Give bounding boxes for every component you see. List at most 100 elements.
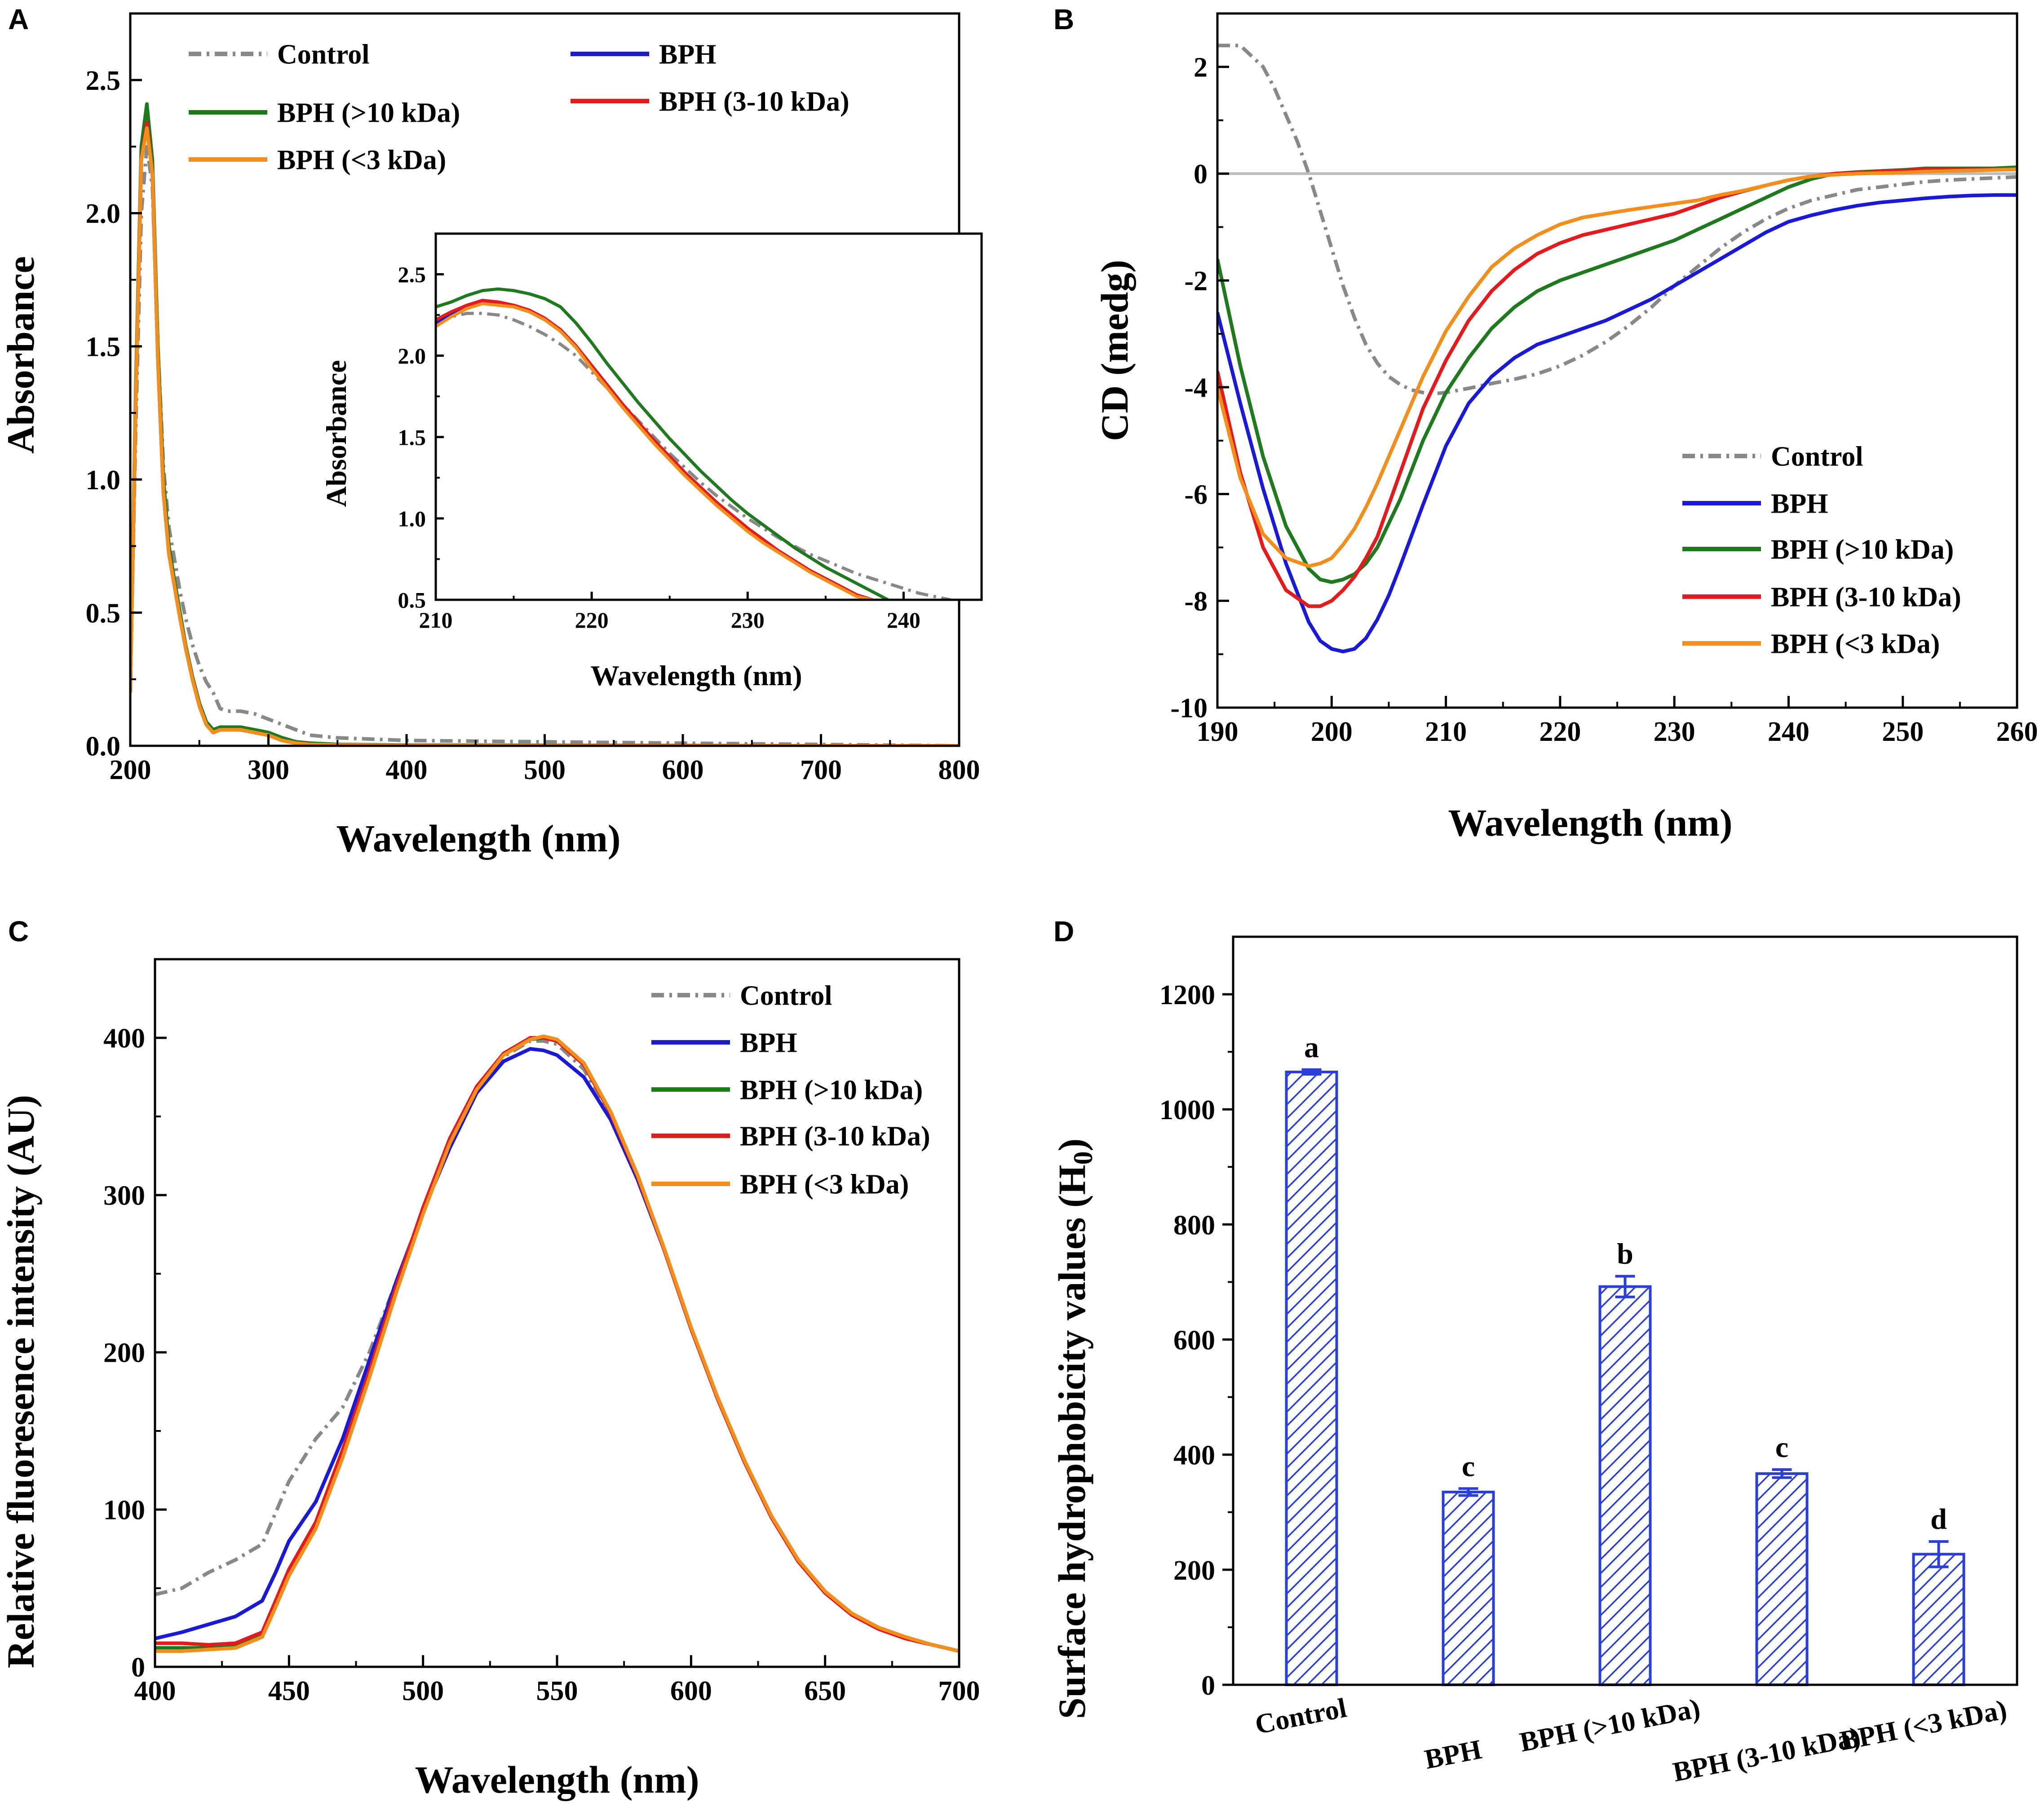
panel-b-y-tick-label: -2 bbox=[1184, 266, 1208, 297]
panel-d-y-tick-label: 200 bbox=[1173, 1555, 1215, 1586]
panel-a-x-tick-label: 300 bbox=[248, 755, 289, 785]
panel-c-legend: Control BPH BPH (>10 kDa) BPH (3-10 kDa) BPH… bbox=[651, 981, 930, 1200]
panel-c-y-tick-label: 100 bbox=[103, 1495, 145, 1526]
panel-a-inset-line-control bbox=[436, 312, 951, 600]
panel-c-x-tick-label: 600 bbox=[670, 1676, 712, 1706]
panel-b-legend-label-bph: BPH bbox=[1771, 489, 1828, 519]
panel-c-y-tick-label: 400 bbox=[103, 1023, 145, 1054]
panel-a-y-tick-label: 0.5 bbox=[86, 598, 121, 629]
panel-b-y-tick-label: -6 bbox=[1184, 479, 1208, 510]
panel-a-x-ticks: 200 300 400 500 600 700 800 bbox=[110, 734, 980, 785]
panel-a-inset-line-bph-10-kda bbox=[436, 287, 889, 600]
panel-d-bar-bph bbox=[1442, 1490, 1495, 1687]
panel-c-legend-label-bph-10-kda: BPH (>10 kDa) bbox=[740, 1075, 923, 1106]
panel-a-inset-y-tick-label: 2.0 bbox=[398, 343, 426, 368]
panel-c-y-tick-label: 0 bbox=[131, 1652, 145, 1683]
panel-a-inset-y-tick-label: 0.5 bbox=[398, 588, 426, 613]
panel-a-legend: Control BPH (>10 kDa) BPH (<3 kDa) BPH BPH (… bbox=[189, 40, 849, 176]
panel-c-legend-label-control: Control bbox=[740, 981, 832, 1011]
panel-b-line-control bbox=[1217, 44, 2017, 396]
panel-b-x-tick-label: 240 bbox=[1768, 717, 1810, 747]
panel-b-x-tick-label: 260 bbox=[1996, 717, 2038, 747]
panel-d-bar-bph-3-10-kda bbox=[1755, 1472, 1809, 1687]
panel-a-x-tick-label: 200 bbox=[110, 755, 151, 785]
panel-a-legend-label-bph-10-kda: BPH (>10 kDa) bbox=[277, 98, 460, 128]
panel-b-x-tick-label: 190 bbox=[1197, 717, 1239, 747]
panel-c-x-axis-label: Wavelength (nm) bbox=[415, 1758, 699, 1801]
panel-b-x-axis-label: Wavelength (nm) bbox=[1448, 801, 1732, 844]
panel-a-legend-label-control: Control bbox=[277, 40, 370, 70]
panel-b-y-tick-label: 0 bbox=[1194, 159, 1208, 190]
panel-a-inset-x-ticks: 210 220 230 240 bbox=[419, 592, 920, 633]
panel-b-y-tick-label: -8 bbox=[1184, 586, 1208, 617]
panel-b-x-tick-label: 200 bbox=[1311, 717, 1353, 747]
panel-a-inset-x-tick-label: 220 bbox=[575, 607, 609, 633]
panel-a-y-tick-label: 1.0 bbox=[86, 465, 121, 496]
panel-d-y-axis-label-close: ) bbox=[1050, 1138, 1093, 1152]
panel-b-legend-label-bph-3-kda: BPH (<3 kDa) bbox=[1771, 629, 1940, 660]
panel-d-y-tick-label: 1200 bbox=[1159, 980, 1215, 1010]
panel-a-y-ticks: 0.0 0.5 1.0 1.5 2.0 2.5 bbox=[86, 66, 142, 762]
panel-a-x-tick-label: 400 bbox=[386, 755, 428, 785]
panel-c-series-lines bbox=[155, 1034, 959, 1653]
panel-d-bar-bph-3-kda bbox=[1912, 1553, 1965, 1686]
panel-d-y-axis-label-main: Surface hydrophobicity values (H bbox=[1050, 1165, 1093, 1719]
panel-a-inset-series-lines bbox=[436, 287, 951, 600]
panel-c-y-tick-label: 200 bbox=[103, 1338, 145, 1369]
panel-b-cd-chart: 190 200 210 220 230 240 250 260 -10 -8 -6 -4 -2 0 2 W… bbox=[1093, 12, 2038, 844]
panel-a-legend-label-bph-3-10-kda: BPH (3-10 kDa) bbox=[659, 87, 849, 117]
panel-b-series-lines bbox=[1217, 44, 2017, 654]
panel-a-inset-background bbox=[436, 234, 982, 600]
panel-b-line-bph-3-kda bbox=[1217, 168, 2017, 568]
panel-c-x-tick-label: 700 bbox=[938, 1676, 980, 1706]
panel-a-inset-y-tick-label: 1.5 bbox=[398, 425, 426, 450]
panel-a-inset-x-tick-label: 210 bbox=[419, 607, 453, 633]
panel-c-y-tick-label: 300 bbox=[103, 1181, 145, 1211]
panel-c-x-ticks: 400 450 500 550 600 650 700 bbox=[134, 1655, 980, 1706]
panel-b-x-tick-label: 220 bbox=[1539, 717, 1581, 747]
panel-label-a: A bbox=[8, 3, 29, 35]
panel-d-plot-frame bbox=[1232, 935, 2018, 1686]
panel-b-legend-label-control: Control bbox=[1771, 442, 1863, 472]
panel-a-inset-x-tick-label: 240 bbox=[887, 607, 920, 633]
panel-a-inset-x-tick-label: 230 bbox=[731, 607, 765, 633]
panel-c-x-tick-label: 450 bbox=[268, 1676, 310, 1706]
panel-a-inset-plot-frame bbox=[434, 232, 983, 601]
panel-b-y-axis-label: CD (medg) bbox=[1093, 260, 1136, 441]
panel-d-y-tick-label: 600 bbox=[1173, 1325, 1215, 1356]
panel-b-line-bph-10-kda bbox=[1217, 165, 2017, 584]
panel-d-category-label-bph-3-10-kda: BPH (3-10 kDa) bbox=[1670, 1722, 1863, 1788]
panel-d-y-axis-label: Surface hydrophobicity values (H0) bbox=[1050, 1138, 1098, 1719]
panel-a-x-axis-label: Wavelength (nm) bbox=[336, 817, 620, 860]
panel-d-significance-letter: c bbox=[1775, 1431, 1788, 1464]
panel-a-inset-y-ticks: 0.5 1.0 1.5 2.0 2.5 bbox=[398, 262, 444, 613]
panel-label-d: D bbox=[1053, 915, 1074, 948]
panel-a-inset-chart: 210 220 230 240 0.5 1.0 1.5 2.0 2.5 Wavelength … bbox=[320, 232, 983, 691]
panel-a-x-tick-label: 800 bbox=[938, 755, 980, 785]
panel-d-significance-letter: c bbox=[1462, 1450, 1475, 1483]
panel-c-x-tick-label: 400 bbox=[134, 1676, 176, 1706]
panel-label-b: B bbox=[1053, 3, 1074, 35]
panel-c-fluorescence-chart: 400 450 500 550 600 650 700 0 100 200 300 400 Wave… bbox=[0, 958, 980, 1801]
panel-c-plot-frame bbox=[154, 958, 960, 1668]
panel-d-category-labels: Control BPH BPH (>10 kDa)BPH (3-10 kDa)BPH… bbox=[1252, 1692, 2009, 1788]
panel-a-x-tick-label: 700 bbox=[800, 755, 842, 785]
panel-d-significance-letter: a bbox=[1304, 1031, 1319, 1064]
panel-b-x-tick-label: 210 bbox=[1425, 717, 1467, 747]
panel-c-line-bph-3-kda bbox=[155, 1034, 959, 1653]
panel-a-x-tick-label: 500 bbox=[524, 755, 566, 785]
panel-b-legend-label-bph-10-kda: BPH (>10 kDa) bbox=[1771, 535, 1954, 565]
panel-a-inset-line-bph-3-kda bbox=[436, 302, 873, 600]
panel-c-y-axis-label: Relative fluoresence intensity (AU) bbox=[0, 1095, 42, 1668]
panel-d-y-tick-label: 0 bbox=[1201, 1670, 1215, 1701]
panel-b-x-ticks: 190 200 210 220 230 240 250 260 bbox=[1197, 696, 2038, 747]
panel-a-y-tick-label: 2.5 bbox=[86, 66, 121, 96]
panel-a-inset-y-axis-label: Absorbance bbox=[320, 360, 352, 507]
panel-d-category-label-bph: BPH bbox=[1422, 1734, 1484, 1775]
panel-a-y-tick-label: 2.0 bbox=[86, 199, 121, 229]
panel-d-y-tick-label: 1000 bbox=[1159, 1095, 1215, 1125]
panel-d-significance-letter: b bbox=[1617, 1238, 1633, 1271]
panel-b-legend-label-bph-3-10-kda: BPH (3-10 kDa) bbox=[1771, 582, 1961, 613]
panel-a-y-tick-label: 0.0 bbox=[86, 731, 121, 762]
